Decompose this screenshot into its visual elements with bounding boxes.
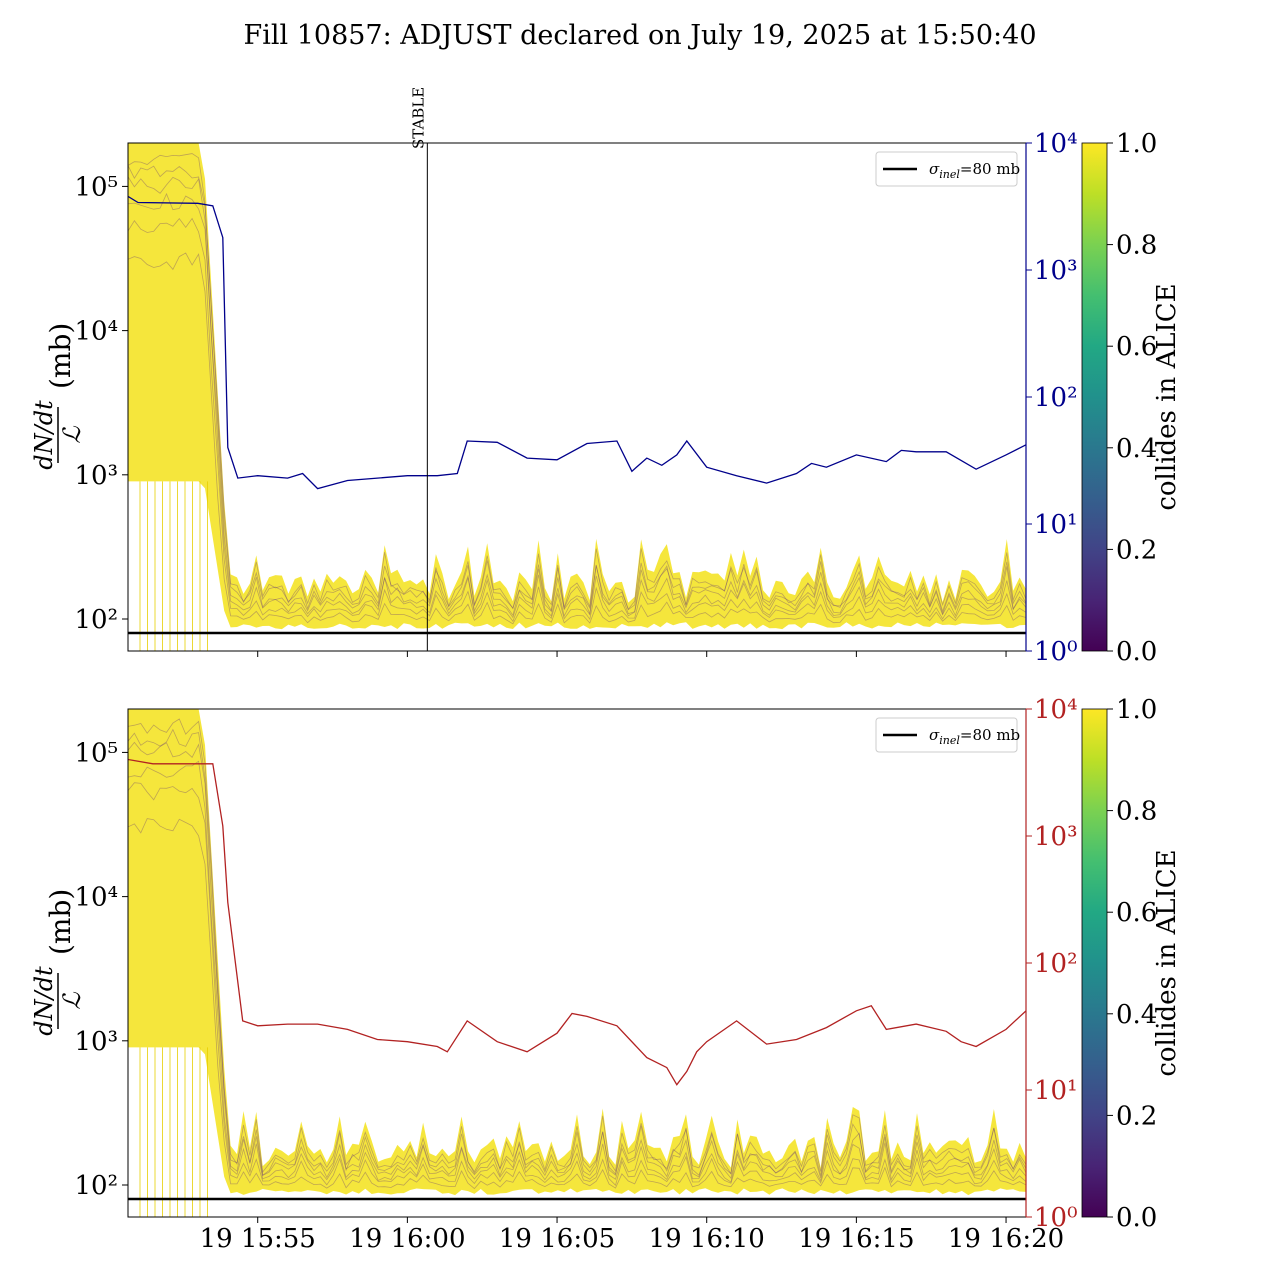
right-tick-label: 10¹ — [1034, 510, 1078, 540]
stable-annotation: STABLE — [409, 87, 427, 149]
x-tick-label: 19 16:05 — [499, 1224, 615, 1254]
top-legend-rest: =80 mb — [960, 160, 1020, 178]
colorbar-tick-label: 1.0 — [1116, 695, 1157, 725]
rate-band-line — [128, 741, 1026, 1179]
top-legend: σinel=80 mb — [875, 151, 1020, 187]
bottom-legend-box — [875, 717, 1018, 753]
colorbar-tick-label: 0.2 — [1116, 535, 1157, 565]
y-tick-label: 10⁴ — [74, 317, 118, 347]
rate-band-line — [128, 728, 1026, 1176]
bottom-colorbar — [1081, 708, 1108, 1218]
colorbar-tick-label: 0.0 — [1116, 1203, 1157, 1233]
rate-band-line — [128, 760, 1026, 1183]
top-colorbar — [1081, 142, 1108, 652]
colorbar-tick-label: 0.8 — [1116, 231, 1157, 261]
top-right-axis: 10⁰ 10¹ 10² 10³ 10⁴ — [1025, 129, 1078, 667]
top-colorbar-ticks: 0.0 0.2 0.4 0.6 0.8 1.0 — [1107, 129, 1157, 667]
rate-band-fill — [128, 709, 1026, 1196]
bottom-legend-rest: =80 mb — [960, 726, 1020, 744]
top-ylabel-numerator: dN/dt — [30, 400, 58, 470]
top-ylabel: dN/dt ℒ (mb) — [30, 323, 86, 470]
bottom-ylabel-denominator: ℒ — [58, 992, 86, 1010]
bottom-beam-series — [128, 758, 1026, 1086]
colorbar-tick-label: 0.6 — [1116, 332, 1157, 362]
top-rate-bands — [128, 143, 1026, 651]
top-legend-sub: inel — [939, 168, 960, 181]
top-legend-box — [875, 151, 1018, 187]
y-tick-label: 10³ — [74, 1027, 118, 1057]
x-tick-label: 19 16:10 — [649, 1224, 765, 1254]
bottom-ylabel: dN/dt ℒ (mb) — [30, 889, 86, 1036]
bottom-x-axis: 19 15:55 19 16:00 19 16:05 19 16:10 19 16:15… — [200, 1217, 1064, 1254]
bottom-legend: σinel=80 mb — [875, 717, 1020, 753]
top-ylabel-denominator: ℒ — [58, 426, 86, 444]
chart-title: Fill 10857: ADJUST declared on July 19, … — [244, 20, 1037, 51]
right-tick-label: 10⁰ — [1034, 637, 1078, 667]
rate-band-line — [128, 252, 1026, 625]
x-tick-label: 19 16:00 — [349, 1224, 465, 1254]
bottom-ylabel-unit: (mb) — [44, 889, 77, 955]
colorbar-tick-label: 1.0 — [1116, 129, 1157, 159]
x-tick-label: 19 15:55 — [200, 1224, 316, 1254]
x-tick-label: 19 16:20 — [948, 1224, 1064, 1254]
top-legend-label: σinel=80 mb — [929, 160, 1020, 181]
top-beam-series — [128, 195, 1026, 490]
y-tick-label: 10⁵ — [74, 738, 118, 768]
top-panel: STABLE 10² 10³ 10⁴ 10⁵ 10⁰ 10¹ 10² 10³ 10⁴ dN/d… — [30, 87, 1182, 667]
colorbar-tick-label: 0.0 — [1116, 637, 1157, 667]
right-tick-label: 10⁰ — [1034, 1203, 1078, 1233]
x-tick-label: 19 16:15 — [798, 1224, 914, 1254]
y-tick-label: 10² — [74, 1171, 118, 1201]
colorbar-tick-label: 0.4 — [1116, 1000, 1157, 1030]
rate-band-line — [128, 153, 1026, 611]
bottom-legend-sub: inel — [939, 734, 960, 747]
colorbar-tick-label: 0.8 — [1116, 797, 1157, 827]
right-tick-label: 10⁴ — [1034, 695, 1078, 725]
bottom-left-axis: 10² 10³ 10⁴ 10⁵ — [74, 738, 128, 1201]
right-tick-label: 10² — [1034, 383, 1078, 413]
rate-band-line — [128, 192, 1026, 619]
top-ylabel-unit: (mb) — [44, 323, 77, 389]
y-tick-label: 10⁵ — [74, 172, 118, 202]
top-x-axis — [257, 651, 1007, 657]
top-colorbar-label: collides in ALICE — [1152, 283, 1182, 510]
right-tick-label: 10² — [1034, 949, 1078, 979]
rate-band-line — [128, 217, 1026, 623]
top-legend-sigma: σ — [929, 160, 940, 178]
beam-series-line — [128, 758, 1026, 1086]
top-left-axis: 10² 10³ 10⁴ 10⁵ — [74, 172, 128, 635]
beam-series-line — [128, 195, 1026, 490]
y-tick-label: 10² — [74, 605, 118, 635]
bottom-rate-bands — [128, 709, 1026, 1217]
rate-band-fill — [128, 143, 1026, 630]
bottom-legend-label: σinel=80 mb — [929, 726, 1020, 747]
bottom-right-axis: 10⁰ 10¹ 10² 10³ 10⁴ — [1025, 695, 1078, 1233]
rate-band-line — [128, 176, 1026, 617]
bottom-colorbar-ticks: 0.0 0.2 0.4 0.6 0.8 1.0 — [1107, 695, 1157, 1233]
right-tick-label: 10⁴ — [1034, 129, 1078, 159]
bottom-legend-sigma: σ — [929, 726, 940, 744]
right-tick-label: 10¹ — [1034, 1076, 1078, 1106]
colorbar-tick-label: 0.4 — [1116, 434, 1157, 464]
bottom-colorbar-label: collides in ALICE — [1152, 849, 1182, 1076]
right-tick-label: 10³ — [1034, 822, 1078, 852]
right-tick-label: 10³ — [1034, 256, 1078, 286]
y-tick-label: 10⁴ — [74, 883, 118, 913]
y-tick-label: 10³ — [74, 461, 118, 491]
colorbar-tick-label: 0.6 — [1116, 898, 1157, 928]
rate-band-line — [128, 165, 1026, 613]
rate-band-line — [128, 718, 1026, 1175]
colorbar-tick-label: 0.2 — [1116, 1101, 1157, 1131]
rate-band-line — [128, 818, 1026, 1190]
rate-band-line — [128, 782, 1026, 1186]
bottom-ylabel-numerator: dN/dt — [30, 966, 58, 1036]
